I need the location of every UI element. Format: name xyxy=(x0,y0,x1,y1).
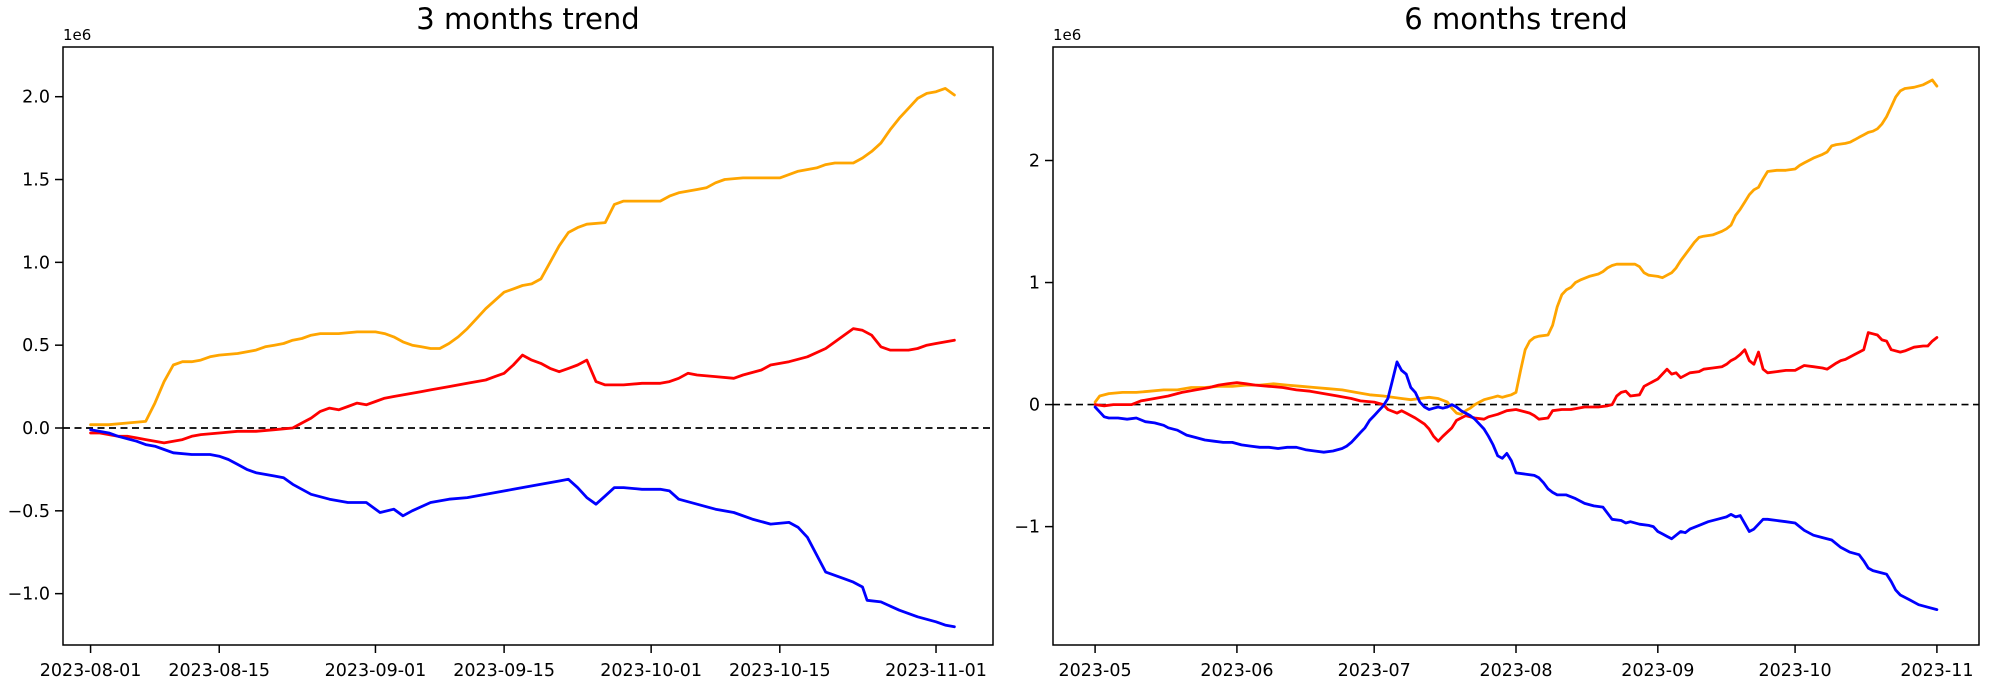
y-tick-label: 1.5 xyxy=(22,171,50,191)
x-tick-label: 2023-10-01 xyxy=(600,661,702,681)
x-tick-label: 2023-09-15 xyxy=(453,661,555,681)
x-tick-label: 2023-10 xyxy=(1759,661,1832,681)
red-series xyxy=(89,327,956,445)
chart-3-months-trend: 2023-08-01 2023-08-15 2023-09-01 2023-09-15… xyxy=(8,46,994,681)
chart-title-3-months: 3 months trend xyxy=(416,2,640,36)
x-tick-label: 2023-10-15 xyxy=(729,661,831,681)
y-tick-label: −1 xyxy=(1014,518,1040,538)
y-tick-label: 2.0 xyxy=(22,88,50,108)
y-tick-label: 0 xyxy=(1029,396,1040,416)
orange-series xyxy=(1093,78,1939,416)
y-tick-label: 1 xyxy=(1029,274,1040,294)
y-tick-label: 0.0 xyxy=(22,419,50,439)
chart-6-months-trend: 2023-05 2023-06 2023-07 2023-08 2023-09 2023-… xyxy=(1014,46,1980,681)
x-tick-label: 2023-11 xyxy=(1900,661,1973,681)
y-tick-label: −1.0 xyxy=(8,585,51,605)
blue-series xyxy=(89,428,956,629)
blue-series xyxy=(1093,360,1939,611)
plot-border xyxy=(1052,46,1980,646)
x-tick-label: 2023-11-01 xyxy=(885,661,987,681)
x-tick-label: 2023-07 xyxy=(1338,661,1411,681)
x-tick-label: 2023-08 xyxy=(1479,661,1552,681)
x-tick-label: 2023-06 xyxy=(1200,661,1273,681)
chart-title-6-months: 6 months trend xyxy=(1404,2,1628,36)
x-tick-label: 2023-08-01 xyxy=(40,661,142,681)
y-tick-label: −0.5 xyxy=(8,502,51,522)
red-series xyxy=(1093,331,1939,443)
orange-series xyxy=(89,87,956,427)
y-axis-offset-label-left: 1e6 xyxy=(63,26,92,44)
x-tick-label: 2023-09-01 xyxy=(325,661,427,681)
x-tick-label: 2023-05 xyxy=(1059,661,1132,681)
x-tick-label: 2023-09 xyxy=(1621,661,1694,681)
y-axis-offset-label-right: 1e6 xyxy=(1053,26,1082,44)
y-tick-label: 0.5 xyxy=(22,336,50,356)
y-tick-label: 1.0 xyxy=(22,253,50,273)
y-tick-label: 2 xyxy=(1029,151,1040,171)
plot-border xyxy=(62,46,994,646)
x-tick-label: 2023-08-15 xyxy=(168,661,270,681)
